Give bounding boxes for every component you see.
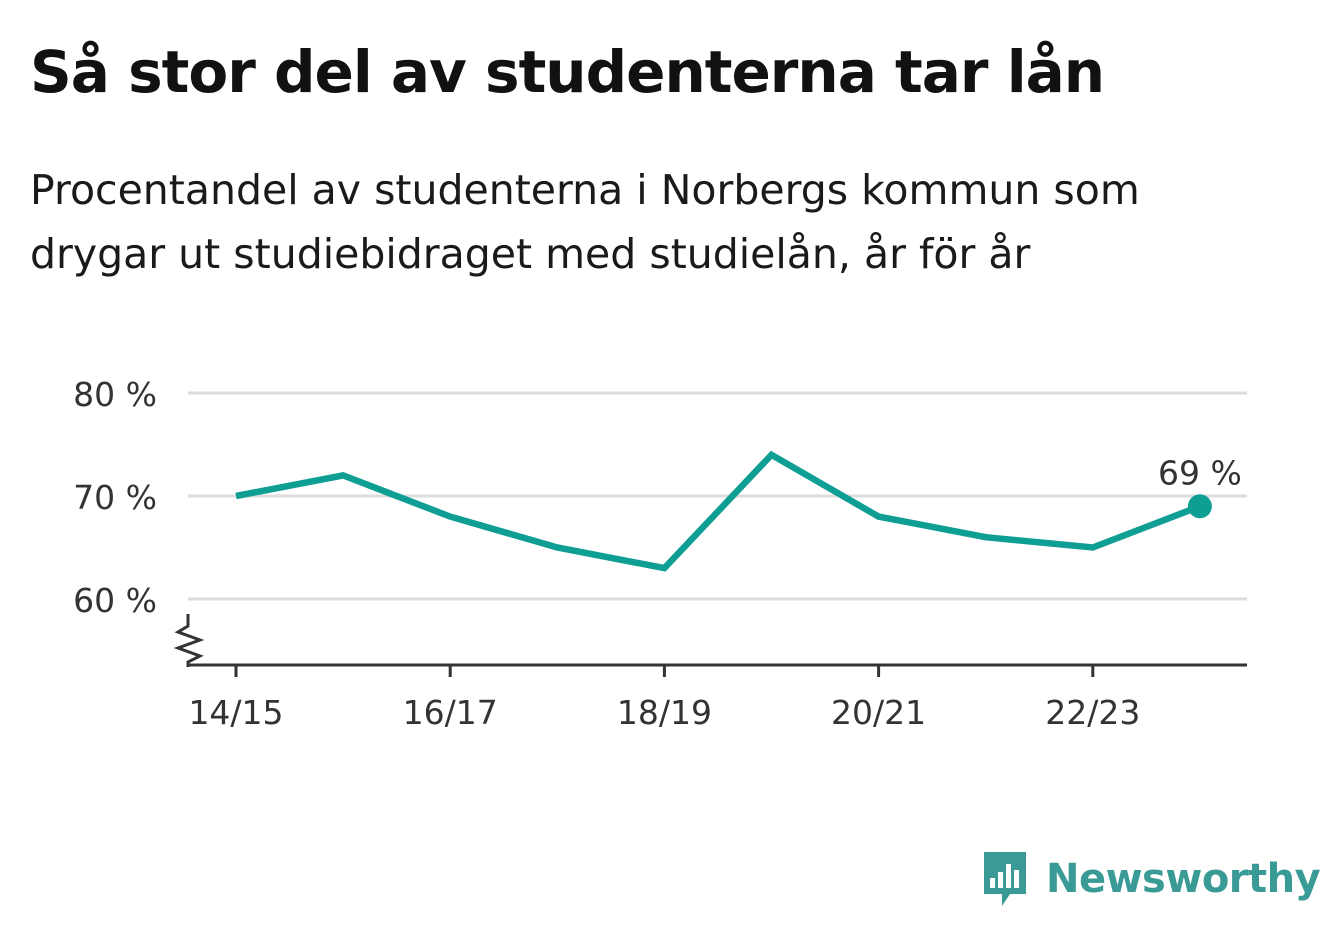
grid-lines [188,391,1247,601]
chart-title: Så stor del av studenterna tar lån [30,38,1105,106]
y-tick-label: 80 % [73,375,157,414]
bar-chart-speech-bubble-icon [984,852,1026,906]
x-tick-label: 14/15 [188,693,283,732]
y-axis-labels: 60 % 70 % 80 % [73,375,157,620]
y-tick-label: 70 % [73,478,157,517]
chart-subtitle: Procentandel av studenterna i Norbergs k… [30,166,1140,278]
y-tick-label: 60 % [73,581,157,620]
newsworthy-logo: Newsworthy [980,848,1321,910]
x-tick-label: 20/21 [831,693,926,732]
axis-break-icon [173,614,205,667]
brand-name: Newsworthy [1046,856,1321,902]
last-point-marker [1187,494,1212,519]
last-point-label: 69 % [1158,453,1242,492]
x-tick-label: 16/17 [403,693,498,732]
series-line [235,450,1202,572]
series-layer: 69 % [235,450,1242,572]
x-tick-label: 22/23 [1045,693,1140,732]
x-axis: 14/15 16/17 18/19 20/21 22/23 [173,614,1247,732]
x-tick-label: 18/19 [617,693,712,732]
